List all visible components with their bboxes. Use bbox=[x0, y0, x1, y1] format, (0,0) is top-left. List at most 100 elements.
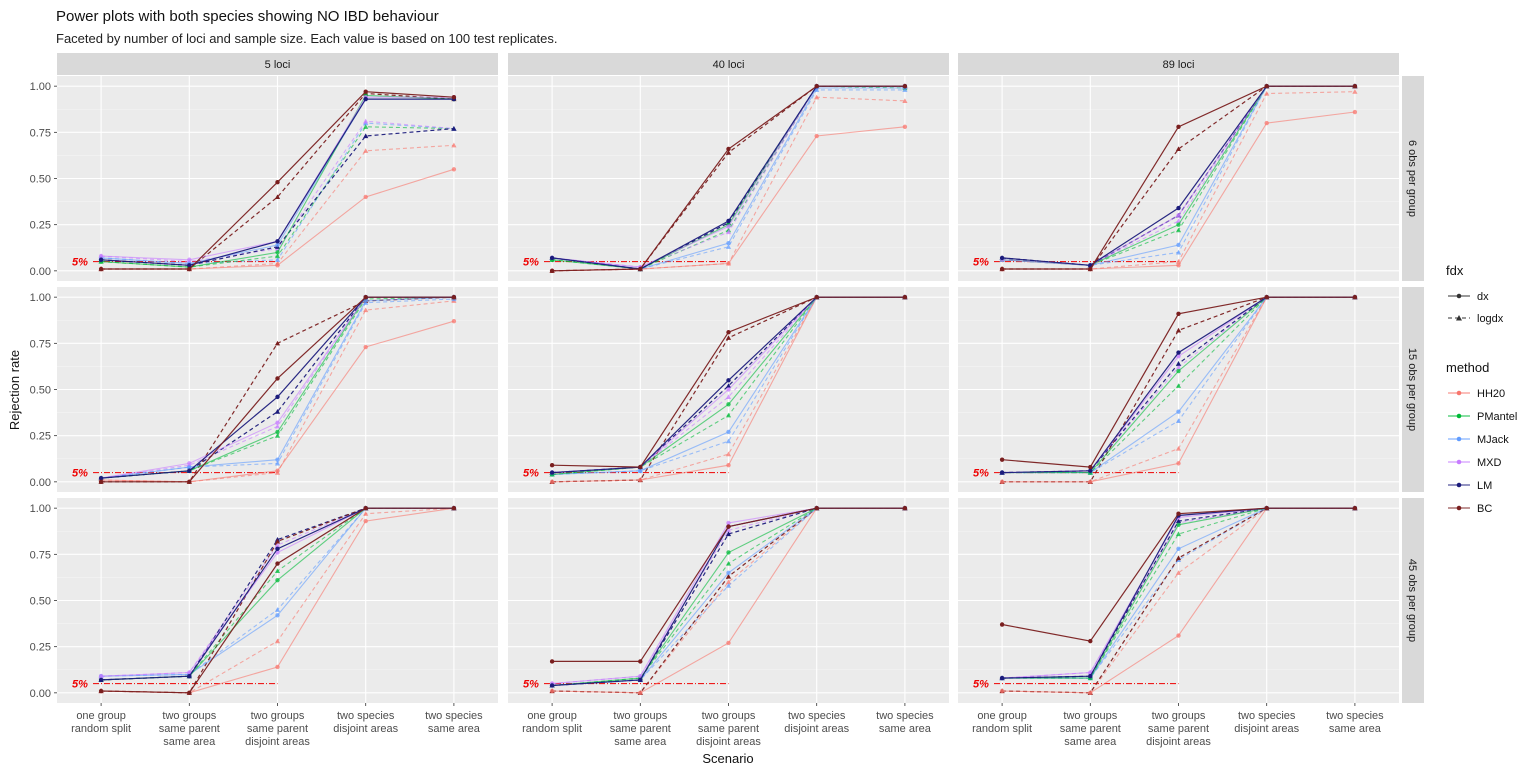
point-hh20-dx bbox=[726, 261, 731, 266]
facet-strip-6-obs-per-group bbox=[1402, 76, 1424, 281]
point-lm-dx bbox=[98, 677, 104, 683]
point-hh20-logdx bbox=[725, 451, 732, 457]
point-bc-dx bbox=[98, 479, 104, 485]
point-bc-dx bbox=[902, 83, 908, 89]
point-lm-dx bbox=[549, 683, 555, 688]
point-hh20-logdx bbox=[1175, 570, 1182, 575]
facet-label-40-loci: 40 loci bbox=[713, 59, 745, 71]
point-bc-dx bbox=[1264, 294, 1269, 300]
point-hh20-dx bbox=[549, 688, 555, 694]
point-pmantel-logdx bbox=[725, 412, 732, 418]
y-tick-label: 0.25 bbox=[30, 431, 51, 443]
point-hh20-dx bbox=[275, 263, 280, 268]
point-bc-dx bbox=[638, 659, 643, 664]
point-mjack-dx bbox=[726, 570, 731, 575]
legend-label-pmantel: PMantel bbox=[1477, 411, 1517, 423]
point-hh20-logdx bbox=[363, 511, 369, 516]
legend-marker-mjack bbox=[1456, 436, 1462, 442]
point-lm-dx bbox=[187, 674, 192, 679]
point-pmantel-dx bbox=[726, 550, 731, 555]
point-hh20-dx bbox=[1176, 461, 1181, 466]
reference-label: 5% bbox=[72, 257, 88, 269]
point-mjack-dx bbox=[275, 242, 280, 248]
x-tick-label: one group random split bbox=[71, 710, 131, 735]
legend-label-dx: dx bbox=[1477, 291, 1489, 303]
point-bc-dx bbox=[275, 179, 280, 185]
y-tick-label: 0.50 bbox=[30, 385, 51, 397]
legend-label-hh20: HH20 bbox=[1477, 388, 1505, 400]
point-bc-dx bbox=[451, 294, 457, 300]
point-lm-dx bbox=[275, 394, 280, 400]
point-bc-logdx bbox=[274, 340, 281, 346]
point-bc-dx bbox=[549, 659, 555, 664]
point-hh20-dx bbox=[1352, 109, 1358, 115]
point-mxd-dx bbox=[187, 257, 192, 262]
point-bc-dx bbox=[363, 294, 368, 300]
point-hh20-logdx bbox=[1264, 90, 1270, 96]
legend-label-mxd: MXD bbox=[1477, 457, 1502, 469]
point-lm-dx bbox=[549, 470, 555, 475]
point-hh20-dx bbox=[275, 468, 280, 473]
point-lm-dx bbox=[1176, 350, 1181, 355]
x-tick-label: two groups same parent disjoint areas bbox=[1146, 710, 1211, 748]
point-lm-logdx bbox=[1175, 518, 1182, 524]
point-bc-dx bbox=[1088, 266, 1093, 272]
y-tick-label: 0.75 bbox=[30, 549, 51, 561]
chart-title: Power plots with both species showing NO… bbox=[56, 8, 439, 25]
point-hh20-logdx bbox=[363, 307, 369, 313]
point-hh20-dx bbox=[549, 479, 555, 485]
panel-r0-c2: 5% bbox=[958, 76, 1399, 281]
point-bc-dx bbox=[638, 266, 643, 272]
x-tick-label: two species disjoint areas bbox=[1234, 710, 1299, 735]
chart-subtitle: Faceted by number of loci and sample siz… bbox=[56, 31, 558, 46]
point-pmantel-logdx bbox=[274, 433, 281, 438]
series-r1-c2 bbox=[999, 294, 1358, 485]
point-lm-dx bbox=[187, 263, 192, 268]
y-tick-label: 0.00 bbox=[30, 266, 51, 278]
point-hh20-dx bbox=[902, 124, 908, 129]
point-pmantel-logdx bbox=[1175, 383, 1182, 388]
point-mjack-logdx bbox=[1175, 249, 1182, 255]
series-r0-c0 bbox=[98, 89, 457, 272]
point-pmantel-logdx bbox=[725, 560, 732, 566]
point-mxd-logdx bbox=[1175, 364, 1182, 370]
point-bc-dx bbox=[363, 89, 368, 94]
legend-marker-bc bbox=[1456, 505, 1462, 511]
point-bc-dx bbox=[1176, 511, 1181, 516]
point-hh20-dx bbox=[999, 688, 1005, 694]
point-lm-dx bbox=[999, 255, 1005, 261]
point-lm-dx bbox=[275, 546, 280, 551]
point-bc-logdx bbox=[1175, 146, 1182, 152]
reference-label: 5% bbox=[973, 679, 989, 691]
point-bc-dx bbox=[451, 505, 457, 511]
point-bc-dx bbox=[999, 266, 1005, 272]
point-bc-dx bbox=[451, 95, 457, 100]
facet-strip-15-obs-per-group bbox=[1402, 287, 1424, 492]
point-bc-dx bbox=[1264, 505, 1269, 511]
point-lm-logdx bbox=[725, 383, 732, 388]
x-tick-label: two groups same parent same area bbox=[610, 710, 671, 748]
point-hh20-dx bbox=[999, 479, 1005, 485]
point-bc-dx bbox=[187, 690, 192, 696]
series-r1-c1 bbox=[549, 294, 908, 485]
point-mjack-dx bbox=[638, 468, 643, 473]
point-bc-dx bbox=[814, 83, 819, 89]
point-hh20-dx bbox=[814, 133, 819, 139]
facet-label-5-loci: 5 loci bbox=[265, 59, 291, 71]
legend-label-bc: BC bbox=[1477, 503, 1492, 515]
point-bc-logdx bbox=[725, 573, 732, 579]
legend-title-fdx: fdx bbox=[1446, 263, 1464, 278]
point-bc-logdx bbox=[1175, 555, 1182, 561]
point-bc-logdx bbox=[274, 194, 281, 200]
y-tick-label: 0.75 bbox=[30, 338, 51, 350]
point-bc-dx bbox=[275, 561, 280, 566]
point-hh20-dx bbox=[1088, 690, 1093, 696]
point-lm-dx bbox=[999, 675, 1005, 681]
point-hh20-logdx bbox=[814, 94, 820, 100]
point-lm-logdx bbox=[451, 126, 457, 131]
point-pmantel-dx bbox=[1176, 368, 1181, 374]
point-mxd-logdx bbox=[725, 229, 732, 235]
y-axis-label: Rejection rate bbox=[7, 350, 22, 430]
point-pmantel-dx bbox=[275, 250, 280, 255]
